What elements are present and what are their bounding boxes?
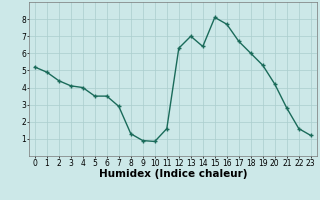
X-axis label: Humidex (Indice chaleur): Humidex (Indice chaleur) bbox=[99, 169, 247, 179]
